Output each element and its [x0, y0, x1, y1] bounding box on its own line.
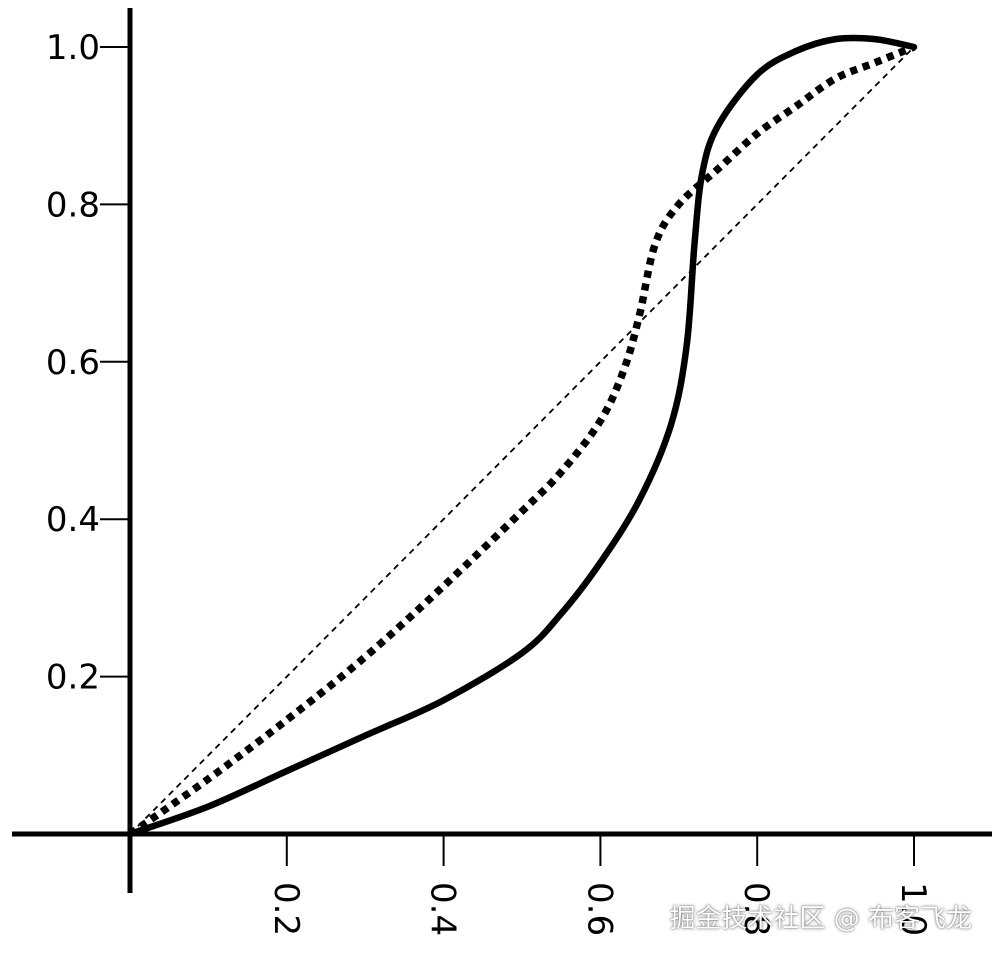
y-tick-label-0.4: 0.4	[46, 500, 100, 540]
x-tick-label-0.2: 0.2	[266, 882, 306, 936]
tick-labels: 0.2 0.4 0.6 0.8 1.0 0.2 0.4 0.6 0.8 1.0	[46, 28, 933, 936]
x-tick-label-1.0: 1.0	[893, 882, 933, 936]
tick-marks	[100, 46, 915, 866]
y-tick-label-0.6: 0.6	[46, 343, 100, 383]
x-tick-label-0.6: 0.6	[579, 882, 619, 936]
y-tick-label-0.8: 0.8	[46, 185, 100, 225]
series-line-thick-dotted	[127, 43, 916, 838]
y-tick-label-0.2: 0.2	[46, 658, 100, 698]
x-tick-label-0.4: 0.4	[423, 882, 463, 936]
series-line-thin-dashed	[129, 46, 915, 835]
x-tick-label-0.8: 0.8	[736, 882, 776, 936]
watermark: 掘金技术社区 @ 布客飞龙	[669, 904, 972, 934]
series-line-thick-solid	[126, 34, 918, 838]
y-tick-label-1.0: 1.0	[46, 28, 100, 68]
series-layer	[126, 34, 918, 838]
